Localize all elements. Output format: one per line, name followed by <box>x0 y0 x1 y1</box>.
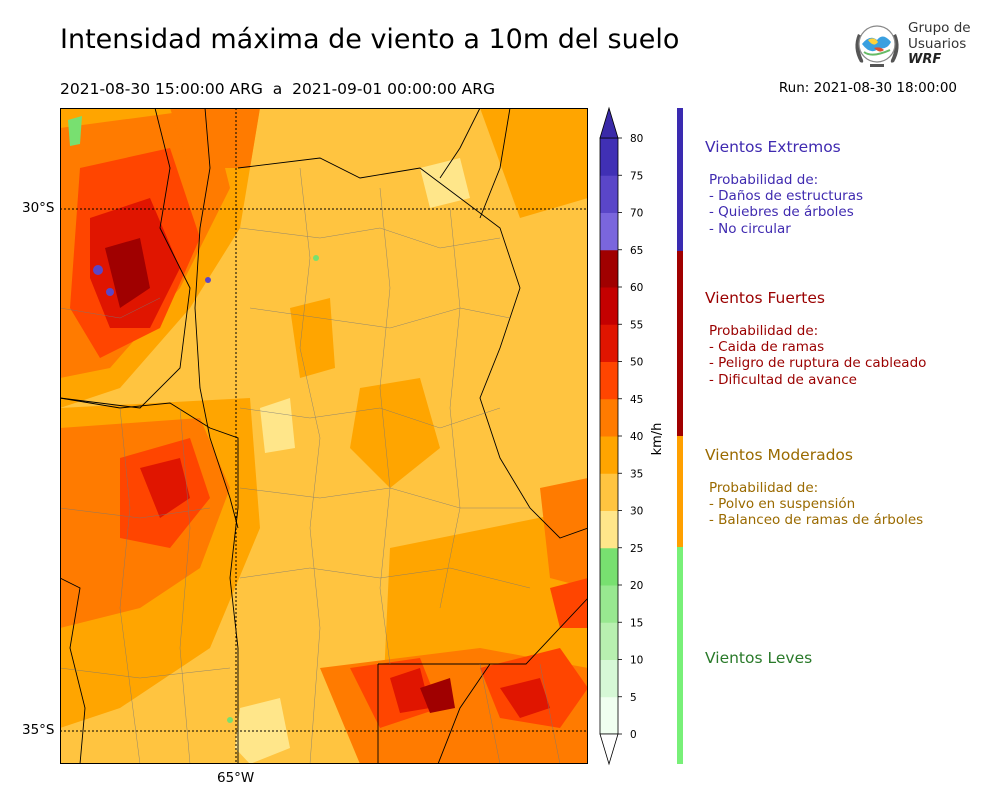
colorbar-tick-label: 5 <box>630 692 637 704</box>
category-desc-extremos: Probabilidad de: - Daños de estructuras … <box>709 172 863 237</box>
colorbar-tick-label: 75 <box>630 170 643 182</box>
wind-zone-50-55 <box>90 198 550 718</box>
category-title-extremos: Vientos Extremos <box>705 138 841 156</box>
colorbar-tick-label: 40 <box>630 431 643 443</box>
time-range: 2021-08-30 15:00:00 ARG a 2021-09-01 00:… <box>60 80 496 98</box>
colorbar-tick-label: 10 <box>630 655 643 667</box>
colorbar-tick-label: 55 <box>630 319 643 331</box>
colorbar-tick-label: 15 <box>630 617 643 629</box>
wind-map <box>60 108 588 764</box>
desc-line: Probabilidad de: <box>709 480 819 496</box>
colorbar-tick-label: 25 <box>630 543 643 555</box>
lat-label-30s: 30°S <box>22 200 55 216</box>
desc-line: - Dificultad de avance <box>709 371 857 388</box>
desc-line: - Daños de estructuras <box>709 188 864 205</box>
logo-text-line2: Usuarios <box>908 36 967 52</box>
run-timestamp: Run: 2021-08-30 18:00:00 <box>778 80 957 96</box>
colorbar-unit-label: km/h <box>650 423 665 456</box>
colorbar-tick-label: 80 <box>630 133 643 145</box>
globe-logo-icon <box>855 25 899 67</box>
category-bar-fuertes <box>677 251 683 436</box>
desc-line: - No circular <box>709 220 791 237</box>
desc-line: - Polvo en suspensión <box>709 496 856 513</box>
category-bar-leves <box>677 547 683 764</box>
category-desc-moderados: Probabilidad de: - Polvo en suspensión -… <box>709 480 923 529</box>
category-bar-extremos <box>677 108 683 251</box>
colorbar-extend-high <box>599 106 619 139</box>
colorbar-segment <box>600 585 618 623</box>
colorbar-tick-label: 30 <box>630 506 643 518</box>
colorbar-tick-label: 60 <box>630 282 643 294</box>
colorbar-segment <box>600 287 618 325</box>
desc-line: Probabilidad de: <box>709 323 819 339</box>
map-frame <box>60 108 588 764</box>
colorbar-segment <box>600 175 618 213</box>
colorbar-segment <box>600 398 618 437</box>
desc-line: - Balanceo de ramas de árboles <box>709 512 924 529</box>
colorbar-segment <box>600 510 618 549</box>
colorbar-tick-label: 20 <box>630 580 643 592</box>
lon-label-65w: 65°W <box>217 770 255 786</box>
colorbar-segment <box>600 473 618 511</box>
colorbar-segment <box>600 212 618 251</box>
colorbar-segment <box>600 138 618 176</box>
category-bar-moderados <box>677 436 683 547</box>
colorbar-extend-low <box>599 733 619 766</box>
category-desc-fuertes: Probabilidad de: - Caida de ramas - Peli… <box>709 323 926 388</box>
logo-text-line1: Grupo de <box>908 20 971 36</box>
logo-text-line3: WRF <box>908 52 942 67</box>
desc-line: - Quiebres de árboles <box>709 204 854 221</box>
category-title-fuertes: Vientos Fuertes <box>705 289 825 307</box>
colorbar: 0 5 10 15 20 25 30 35 40 45 50 55 60 65 70 75 80 km/h <box>599 106 665 766</box>
colorbar-tick-label: 70 <box>630 208 643 220</box>
wind-zone-25-30 <box>235 158 470 764</box>
colorbar-ticks: 0 5 10 15 20 25 30 35 40 45 50 55 60 65 70 75 80 <box>618 133 643 741</box>
wind-zone-20-25 <box>68 116 319 723</box>
colorbar-segment <box>600 622 618 660</box>
colorbar-segment <box>600 659 618 698</box>
department-boundaries <box>60 167 561 764</box>
colorbar-tick-label: 35 <box>630 468 643 480</box>
colorbar-tick-label: 50 <box>630 357 643 369</box>
category-title-moderados: Vientos Moderados <box>705 446 853 464</box>
province-boundaries <box>60 108 588 764</box>
wrf-logo: Grupo de Usuarios WRF <box>848 18 971 72</box>
colorbar-segment <box>600 324 618 362</box>
lat-label-35s: 35°S <box>22 722 55 738</box>
category-bar <box>677 108 683 764</box>
wind-zone-70-75 <box>93 265 211 296</box>
colorbar-segment <box>600 361 618 400</box>
colorbar-tick-label: 0 <box>630 729 637 741</box>
graticule <box>60 108 588 764</box>
desc-line: - Peligro de ruptura de cableado <box>709 355 927 372</box>
colorbar-segment <box>600 547 618 586</box>
desc-line: - Caida de ramas <box>709 339 825 356</box>
colorbar-segment <box>600 436 618 474</box>
desc-line: Probabilidad de: <box>709 172 819 188</box>
page-title: Intensidad máxima de viento a 10m del su… <box>60 24 680 55</box>
colorbar-segments <box>599 137 619 735</box>
colorbar-segment <box>600 249 618 288</box>
category-title-leves: Vientos Leves <box>705 649 813 667</box>
colorbar-segment <box>600 696 618 735</box>
colorbar-tick-label: 45 <box>630 394 643 406</box>
wind-zone-60-65 <box>105 238 455 713</box>
colorbar-tick-label: 65 <box>630 245 643 257</box>
